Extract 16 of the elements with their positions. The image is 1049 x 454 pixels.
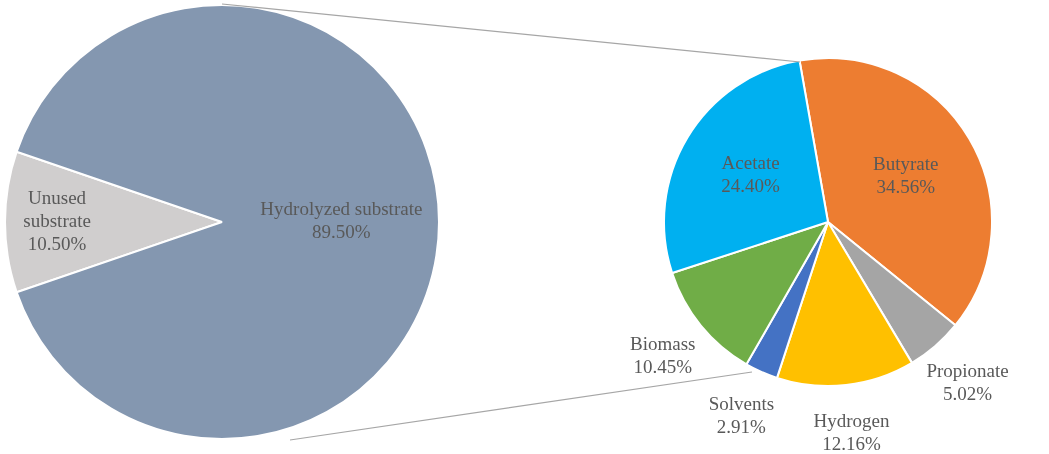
data-label: 10.50% — [27, 232, 87, 254]
slice-label: Hydrolyzed substrate — [260, 198, 423, 220]
slice-label: Biomass — [629, 333, 696, 355]
slice-label: Butyrate — [873, 152, 939, 174]
data-label: 5.02% — [943, 382, 993, 404]
slice-label: Propionate — [926, 359, 1009, 381]
data-label: 34.56% — [876, 175, 936, 197]
slice-label: Hydrogen — [813, 410, 891, 432]
slice-label: Acetate — [721, 152, 780, 174]
slice-label: Unused substrate — [23, 186, 91, 231]
data-label: 89.50% — [312, 221, 371, 243]
slice-label: Solvents — [708, 393, 775, 415]
data-label: 12.16% — [822, 433, 881, 454]
data-label: 10.45% — [633, 356, 693, 378]
data-label: 2.91% — [716, 416, 767, 438]
data-label: 24.40% — [721, 175, 781, 197]
